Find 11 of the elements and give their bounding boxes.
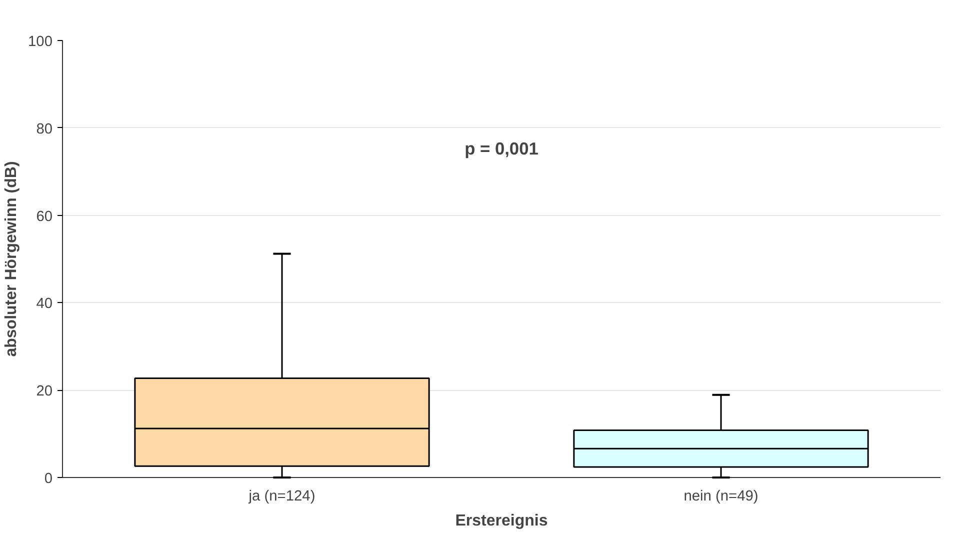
annotation: p = 0,001 [464,138,539,158]
x-axis-title: Erstereignis [455,512,548,530]
y-tick-label: 100 [28,34,53,50]
y-tick-label: 60 [36,208,53,225]
y-tick-label: 0 [44,471,53,487]
x-tick-label: ja (n=124) [248,488,316,504]
y-tick-label: 40 [36,296,53,312]
y-axis-title: absoluter Hörgewinn (dB) [3,161,20,357]
x-tick-label: nein (n=49) [684,488,758,504]
y-tick-label: 80 [36,121,53,138]
y-tick-label: 20 [36,384,53,400]
